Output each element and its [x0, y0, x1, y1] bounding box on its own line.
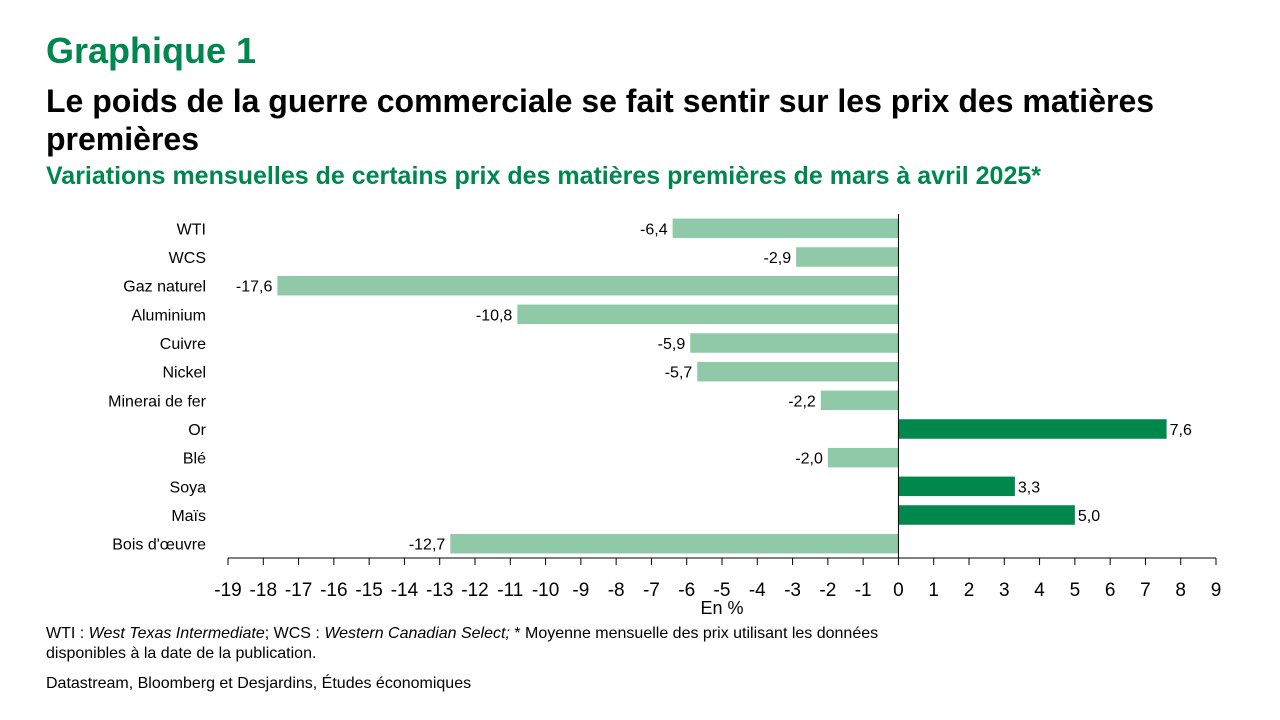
x-tick-label-17: -2 [819, 580, 836, 601]
category-label-10: Maïs [171, 508, 206, 525]
x-tick-label-4: -15 [355, 580, 382, 601]
value-label-8: -2,0 [795, 451, 823, 468]
value-label-10: 5,0 [1078, 508, 1100, 525]
bar-7 [898, 419, 1167, 439]
bar-11 [450, 533, 899, 554]
chart-subtitle: Variations mensuelles de certains prix d… [46, 162, 1041, 190]
category-label-2: Gaz naturel [123, 279, 206, 296]
x-tick-label-23: 4 [1034, 580, 1045, 601]
x-tick-label-8: -11 [497, 580, 523, 601]
chart-title: Le poids de la guerre commerciale se fai… [46, 83, 1155, 157]
category-label-6: Minerai de fer [108, 393, 206, 410]
bar-0 [672, 218, 899, 239]
bar-4 [690, 333, 899, 353]
x-tick-label-20: 1 [928, 580, 939, 601]
x-tick-label-16: -3 [784, 580, 801, 601]
value-label-9: 3,3 [1018, 479, 1040, 496]
x-tick-label-3: -16 [320, 580, 347, 601]
value-label-5: -5,7 [665, 365, 693, 382]
x-tick-label-24: 5 [1070, 580, 1081, 601]
value-label-11: -12,7 [409, 537, 446, 554]
x-tick-label-6: -13 [426, 580, 453, 601]
category-label-9: Soya [170, 479, 207, 496]
x-tick-label-1: -18 [250, 580, 277, 601]
x-tick-label-19: 0 [893, 580, 904, 601]
value-label-3: -10,8 [476, 307, 513, 324]
value-label-4: -5,9 [658, 336, 686, 353]
source-note: Datastream, Bloomberg et Desjardins, Étu… [46, 675, 472, 692]
x-tick-label-15: -4 [749, 580, 766, 601]
category-label-0: WTI [177, 221, 206, 238]
bar-9 [898, 476, 1015, 497]
x-tick-label-21: 2 [964, 580, 975, 601]
bar-6 [820, 390, 899, 411]
footnote-rest: * Moyenne mensuelle des prix utilisant l… [46, 625, 879, 662]
x-tick-label-2: -17 [285, 580, 312, 601]
category-label-1: WCS [169, 250, 206, 267]
category-label-7: Or [188, 422, 206, 439]
category-label-8: Blé [183, 451, 206, 468]
x-tick-label-7: -12 [461, 580, 488, 601]
x-tick-label-14: -5 [714, 580, 731, 601]
footnote-wti-full: West Texas Intermediate [88, 625, 265, 642]
x-tick-label-28: 9 [1211, 580, 1222, 601]
chart-kicker: Graphique 1 [46, 30, 257, 71]
category-label-11: Bois d'œuvre [112, 537, 206, 554]
bar-8 [827, 447, 899, 468]
category-label-5: Nickel [162, 365, 206, 382]
value-label-6: -2,2 [788, 393, 816, 410]
x-tick-label-5: -14 [391, 580, 419, 601]
x-tick-label-10: -9 [572, 580, 589, 601]
x-tick-label-13: -6 [678, 580, 695, 601]
footnote-wti-abbr: WTI : [46, 625, 89, 642]
x-tick-label-25: 6 [1105, 580, 1116, 601]
bar-10 [898, 505, 1075, 525]
x-tick-label-0: -19 [214, 580, 241, 601]
category-label-3: Aluminium [131, 307, 206, 324]
bar-2 [277, 275, 899, 296]
value-label-2: -17,6 [236, 279, 273, 296]
footnote-wcs-full: Western Canadian Select; [324, 625, 510, 642]
bar-3 [517, 304, 899, 325]
footnote-sep: ; WCS : [264, 625, 325, 642]
value-label-7: 7,6 [1170, 422, 1192, 439]
bar-5 [697, 361, 899, 382]
value-label-0: -6,4 [640, 221, 668, 238]
x-tick-label-12: -7 [643, 580, 660, 601]
bar-1 [796, 247, 899, 267]
x-axis-label: En % [700, 598, 743, 618]
value-label-1: -2,9 [764, 250, 792, 267]
x-tick-label-11: -8 [608, 580, 625, 601]
category-label-4: Cuivre [160, 336, 206, 353]
x-tick-label-22: 3 [999, 580, 1010, 601]
footnote: WTI : West Texas Intermediate; WCS : Wes… [46, 624, 946, 664]
x-tick-label-27: 8 [1175, 580, 1186, 601]
x-tick-label-26: 7 [1140, 580, 1151, 601]
x-tick-label-9: -10 [532, 580, 559, 601]
x-tick-label-18: -1 [855, 580, 872, 601]
